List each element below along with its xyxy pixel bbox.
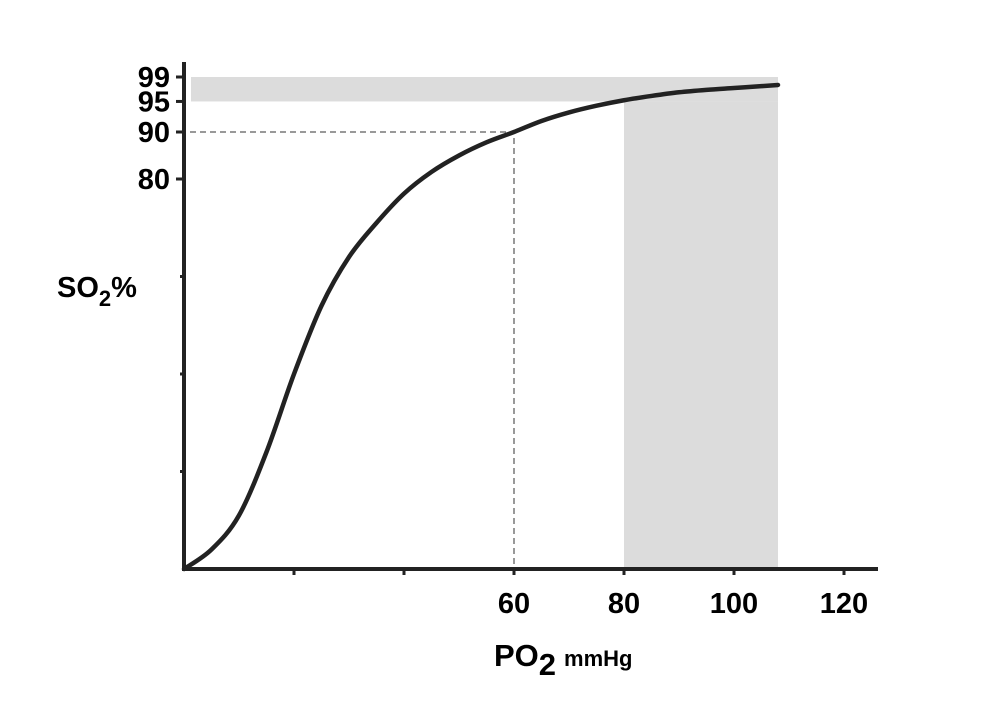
axes xyxy=(182,62,878,571)
y-tick-label: 99 xyxy=(138,62,170,94)
y-axis-title-subscript: 2 xyxy=(99,286,111,311)
reference-lines xyxy=(190,131,515,569)
y-tick-label: 80 xyxy=(138,164,170,196)
shaded-regions xyxy=(191,77,778,567)
x-tick-label: 100 xyxy=(710,588,758,620)
x-axis-title: PO2 mmHg xyxy=(494,638,633,682)
y-axis-title-suffix: % xyxy=(111,272,137,304)
y-axis-title-main: SO xyxy=(57,272,99,304)
y-axis-title: SO2% xyxy=(57,272,137,311)
y-tick-label: 95 xyxy=(138,86,170,118)
dashed-reference-line xyxy=(190,131,515,569)
shaded-region-vertical-band xyxy=(624,101,778,567)
axis-ticks xyxy=(176,75,846,575)
x-tick-label: 80 xyxy=(608,588,640,620)
x-axis-title-unit: mmHg xyxy=(564,646,632,671)
shaded-region-horizontal-band xyxy=(191,77,778,102)
dissociation-curve xyxy=(181,82,781,572)
curve-layer xyxy=(181,82,781,572)
x-axis-title-subscript: 2 xyxy=(539,647,556,682)
y-tick-label: 90 xyxy=(138,117,170,149)
x-axis-title-main: PO xyxy=(494,638,539,673)
x-tick-label: 60 xyxy=(498,588,530,620)
x-tick-label: 120 xyxy=(820,588,868,620)
